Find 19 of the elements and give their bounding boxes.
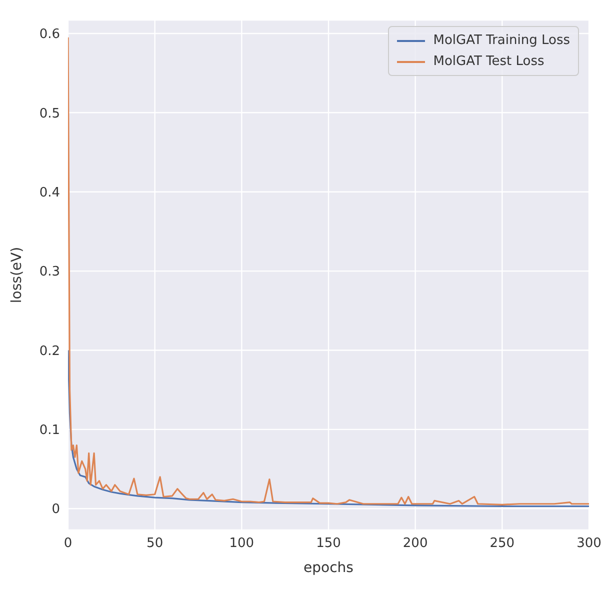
x-axis-title: epochs [304,560,354,576]
x-tick-label: 0 [64,536,72,552]
x-tick-label: 250 [490,536,515,552]
legend-label: MolGAT Test Loss [433,53,544,71]
y-axis-title: loss(eV) [8,246,25,304]
y-tick-label: 0.2 [39,344,60,359]
legend-label: MolGAT Training Loss [433,32,570,50]
x-tick-label: 300 [576,536,602,552]
x-tick-label: 200 [402,536,428,552]
x-tick-label: 50 [146,536,164,552]
y-tick-label: 0.5 [39,106,60,122]
line-series [68,349,589,508]
y-tick-label: 0.1 [39,423,60,438]
y-tick-label: 0.4 [39,185,60,200]
y-tick-label: 0 [52,502,60,518]
x-tick-label: 150 [316,536,341,552]
x-tick-label: 100 [229,536,254,552]
y-tick-label: 0.3 [39,264,60,280]
y-tick-label: 0.6 [39,27,60,42]
